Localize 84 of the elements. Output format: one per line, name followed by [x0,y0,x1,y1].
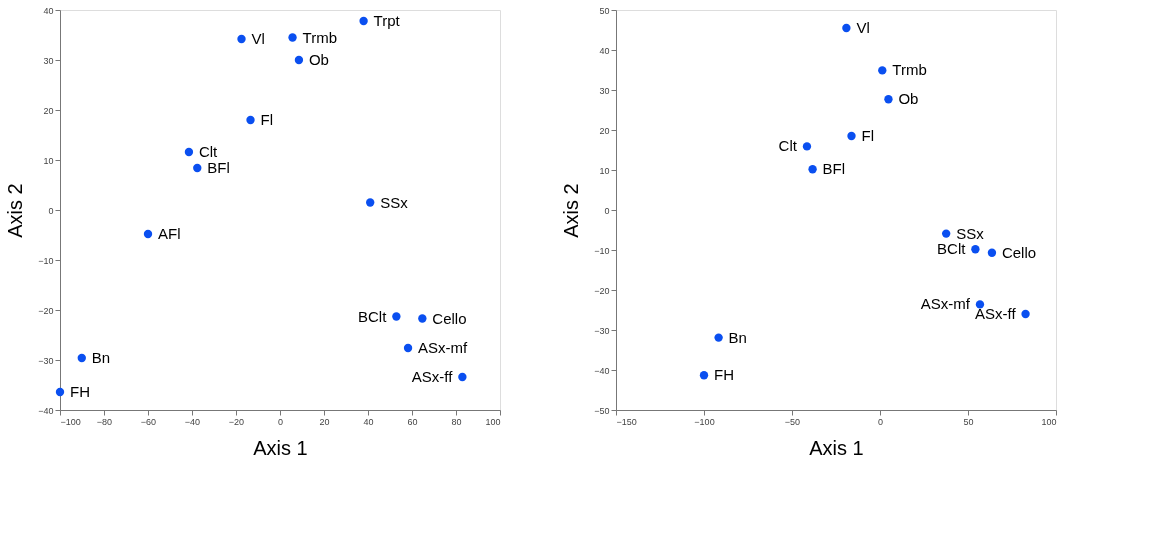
annotation: Ob [898,90,919,108]
y-tick-label: 40 [599,45,610,56]
y-tick-label: 0 [48,205,54,216]
annotation: AFl [158,225,181,242]
point [55,387,65,397]
point [193,163,202,173]
annotation: Bn [728,328,747,346]
annotation: ASx-mf [920,295,971,313]
y-tick-label: 20 [43,105,54,116]
y-tick-label: 20 [599,125,610,136]
point [359,16,368,26]
annotation: Trmb [892,61,927,79]
x-tick-label: −80 [96,416,113,427]
y-tick-label: 10 [43,155,54,166]
annotation: Fl [861,127,874,144]
point [288,33,297,42]
y-tick-label: −30 [594,325,610,336]
point [458,372,467,382]
x-tick-label: −100 [694,416,715,427]
y-tick-label: 40 [43,5,54,16]
annotation: Clt [198,143,219,160]
point [184,147,194,157]
point [246,115,255,125]
y-tick-label: −20 [594,285,610,296]
point [392,312,401,321]
annotation: ASx-ff [411,368,454,385]
point [418,314,427,323]
x-tick-label: 20 [319,416,330,427]
x-tick-label: 100 [1041,416,1057,427]
y-tick-label: −20 [38,305,54,316]
annotation: Fl [260,111,274,128]
annotation: Cello [1001,243,1037,261]
point [403,343,413,353]
annotation: Clt [778,137,798,155]
x-tick-label: 80 [451,416,462,427]
y-tick-label: −10 [38,255,54,266]
x-tick-label: 40 [363,416,374,427]
x-tick-label: −60 [140,416,157,427]
annotation: Cello [432,309,467,327]
point [294,55,304,65]
y-tick-label: −30 [38,355,54,366]
annotation: ASx-mf [418,339,469,356]
x-tick-label: −50 [784,416,801,427]
y-axis-title: Axis 2 [4,183,27,238]
y-tick-label: −40 [594,365,610,376]
y-tick-label: 0 [604,205,610,216]
point [237,34,246,44]
x-tick-label: −20 [228,416,245,427]
x-axis-title: Axis 1 [253,436,308,459]
x-tick-label: −150 [616,416,637,427]
annotation: BFl [207,159,230,176]
annotation: BClt [937,240,967,258]
annotation: Trmb [302,28,337,46]
x-tick-label: −40 [184,416,201,427]
annotation: Bn [91,349,111,366]
x-tick-label: 60 [407,416,418,427]
y-tick-label: 30 [599,85,610,96]
annotation: BFl [822,160,846,178]
annotation: Vl [251,30,265,47]
point [366,198,375,207]
annotation: Vl [856,19,870,36]
annotation: SSx [956,224,985,242]
annotation: SSx [380,193,409,211]
y-tick-label: 30 [43,55,54,66]
x-tick-label: 0 [277,416,284,427]
annotation: Trpt [373,12,401,29]
x-tick-label: 100 [485,416,501,427]
annotation: Ob [308,51,329,68]
x-axis-title: Axis 1 [809,436,864,459]
y-tick-label: −50 [594,405,610,416]
y-tick-label: −10 [594,245,610,256]
annotation: FH [70,383,90,400]
annotation: FH [714,366,734,384]
annotation: BClt [358,307,388,325]
point [143,229,153,239]
point [77,353,86,363]
y-tick-label: 50 [599,5,610,16]
x-tick-label: 0 [877,416,884,427]
x-tick-label: −100 [60,416,81,427]
annotation: ASx-ff [974,305,1017,322]
y-tick-label: −40 [38,405,54,416]
y-axis-title: Axis 2 [560,183,583,238]
x-tick-label: 50 [963,416,974,427]
y-tick-label: 10 [599,165,610,176]
